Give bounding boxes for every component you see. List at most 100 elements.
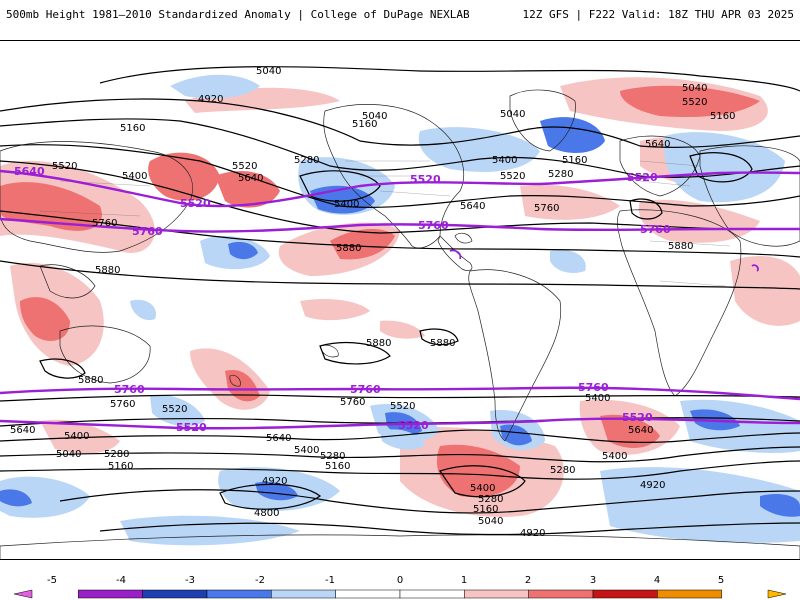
legend-swatch: [399, 589, 465, 599]
contour-label: 5880: [366, 338, 391, 349]
contour-label: 5760: [340, 397, 365, 408]
contour-label: 5520: [176, 421, 207, 434]
contour-label: 5520: [410, 173, 441, 186]
contour-label: 5520: [622, 411, 653, 424]
contour-label: 5520: [682, 97, 707, 108]
contour-label: 5640: [645, 139, 670, 150]
contour-label: 5400: [585, 393, 610, 404]
legend-swatch: [592, 589, 658, 599]
contour-label: 4920: [198, 94, 223, 105]
contour-label: 5640: [460, 201, 485, 212]
contour-label: 5040: [256, 66, 281, 77]
contour-label: 4920: [262, 476, 287, 487]
contour-label: 5400: [602, 451, 627, 462]
contour-label: 5400: [294, 445, 319, 456]
legend-tick: -4: [116, 575, 126, 586]
contour-label: 5880: [668, 241, 693, 252]
contour-label: 5400: [334, 199, 359, 210]
contour-label: 5520: [162, 404, 187, 415]
contour-label: 5880: [95, 265, 120, 276]
legend-tick: 4: [654, 575, 660, 586]
anomaly-map: 5040 4920 5040 5160 5160 5400 5520 5280 …: [0, 41, 800, 559]
contour-label: 5160: [108, 461, 133, 472]
contour-label: 5760: [640, 223, 671, 236]
legend-tick: 2: [525, 575, 531, 586]
contour-label: 5160: [352, 119, 377, 130]
contour-label: 5640: [266, 433, 291, 444]
contour-label: 5280: [548, 169, 573, 180]
contour-label: 5640: [14, 165, 45, 178]
legend-swatch: [657, 589, 722, 599]
legend-swatch: [206, 589, 272, 599]
contour-label: 5400: [492, 155, 517, 166]
contour-label: 5280: [104, 449, 129, 460]
coastlines: [0, 89, 800, 559]
contour-label: 5520: [52, 161, 77, 172]
contour-label: 5760: [418, 219, 449, 232]
map-frame: 5040 4920 5040 5160 5160 5400 5520 5280 …: [0, 40, 800, 560]
black-contour-labels: 5040 4920 5040 5160 5160 5400 5520 5280 …: [10, 66, 735, 539]
legend-swatch: [78, 589, 143, 599]
purple-contours: [0, 169, 800, 430]
legend-tick: 5: [718, 575, 724, 586]
contour-label: 5280: [320, 451, 345, 462]
contour-label: 5040: [362, 111, 387, 122]
contour-label: 5760: [350, 383, 381, 396]
contour-label: 5160: [710, 111, 735, 122]
legend-tick: -2: [255, 575, 265, 586]
legend-swatch: [528, 589, 594, 599]
contour-label: 5280: [550, 465, 575, 476]
contour-label: 5760: [114, 383, 145, 396]
purple-contour-labels: 5640 5520 5760 5520 5760 5520 5760 5760 …: [14, 165, 671, 434]
contour-label: 5640: [238, 173, 263, 184]
legend-tick-labels: -5 -4 -3 -2 -1 0 1 2 3 4 5: [47, 575, 724, 586]
contour-label: 5520: [390, 401, 415, 412]
legend-tick: -5: [47, 575, 57, 586]
contour-label: 5280: [478, 494, 503, 505]
legend-tick: -3: [185, 575, 195, 586]
legend-swatches: [13, 589, 787, 599]
contour-label: 5160: [473, 504, 498, 515]
contour-label: 4920: [520, 528, 545, 539]
legend-tick: 3: [590, 575, 596, 586]
legend-tick: 0: [397, 575, 403, 586]
legend-swatch: [464, 589, 529, 599]
contour-label: 5040: [56, 449, 81, 460]
contour-label: 4800: [254, 508, 279, 519]
model-run-info: 12Z GFS | F222 Valid: 18Z THU APR 03 202…: [522, 8, 794, 21]
legend-tick: -1: [325, 575, 335, 586]
contour-label: 5520: [180, 197, 211, 210]
legend-swatch: [767, 589, 787, 599]
contour-label: 4920: [640, 480, 665, 491]
legend-swatch: [142, 589, 208, 599]
contour-label: 5520: [232, 161, 257, 172]
header: 500mb Height 1981–2010 Standardized Anom…: [0, 0, 800, 28]
contour-label: 5760: [92, 218, 117, 229]
contour-label: 5160: [325, 461, 350, 472]
contour-label: 5520: [398, 419, 429, 432]
contour-label: 5760: [110, 399, 135, 410]
contour-label: 5760: [534, 203, 559, 214]
legend-swatch: [13, 589, 33, 599]
color-scale-legend: -5 -4 -3 -2 -1 0 1 2 3 4 5: [0, 572, 800, 600]
contour-label: 5160: [562, 155, 587, 166]
legend-swatch: [271, 589, 336, 599]
contour-label: 5160: [120, 123, 145, 134]
contour-label: 5280: [294, 155, 319, 166]
contour-label: 5880: [336, 243, 361, 254]
contour-label: 5040: [682, 83, 707, 94]
map-title: 500mb Height 1981–2010 Standardized Anom…: [6, 8, 470, 21]
contour-label: 5040: [478, 516, 503, 527]
contour-label: 5520: [500, 171, 525, 182]
legend-bar: -5 -4 -3 -2 -1 0 1 2 3 4 5: [13, 575, 787, 599]
contour-label: 5760: [132, 225, 163, 238]
contour-label: 5760: [578, 381, 609, 394]
contour-label: 5400: [64, 431, 89, 442]
contour-label: 5640: [10, 425, 35, 436]
legend-tick: 1: [461, 575, 467, 586]
contour-label: 5640: [628, 425, 653, 436]
legend-swatch: [335, 589, 401, 599]
height-contours: [0, 66, 800, 536]
contour-label: 5400: [470, 483, 495, 494]
